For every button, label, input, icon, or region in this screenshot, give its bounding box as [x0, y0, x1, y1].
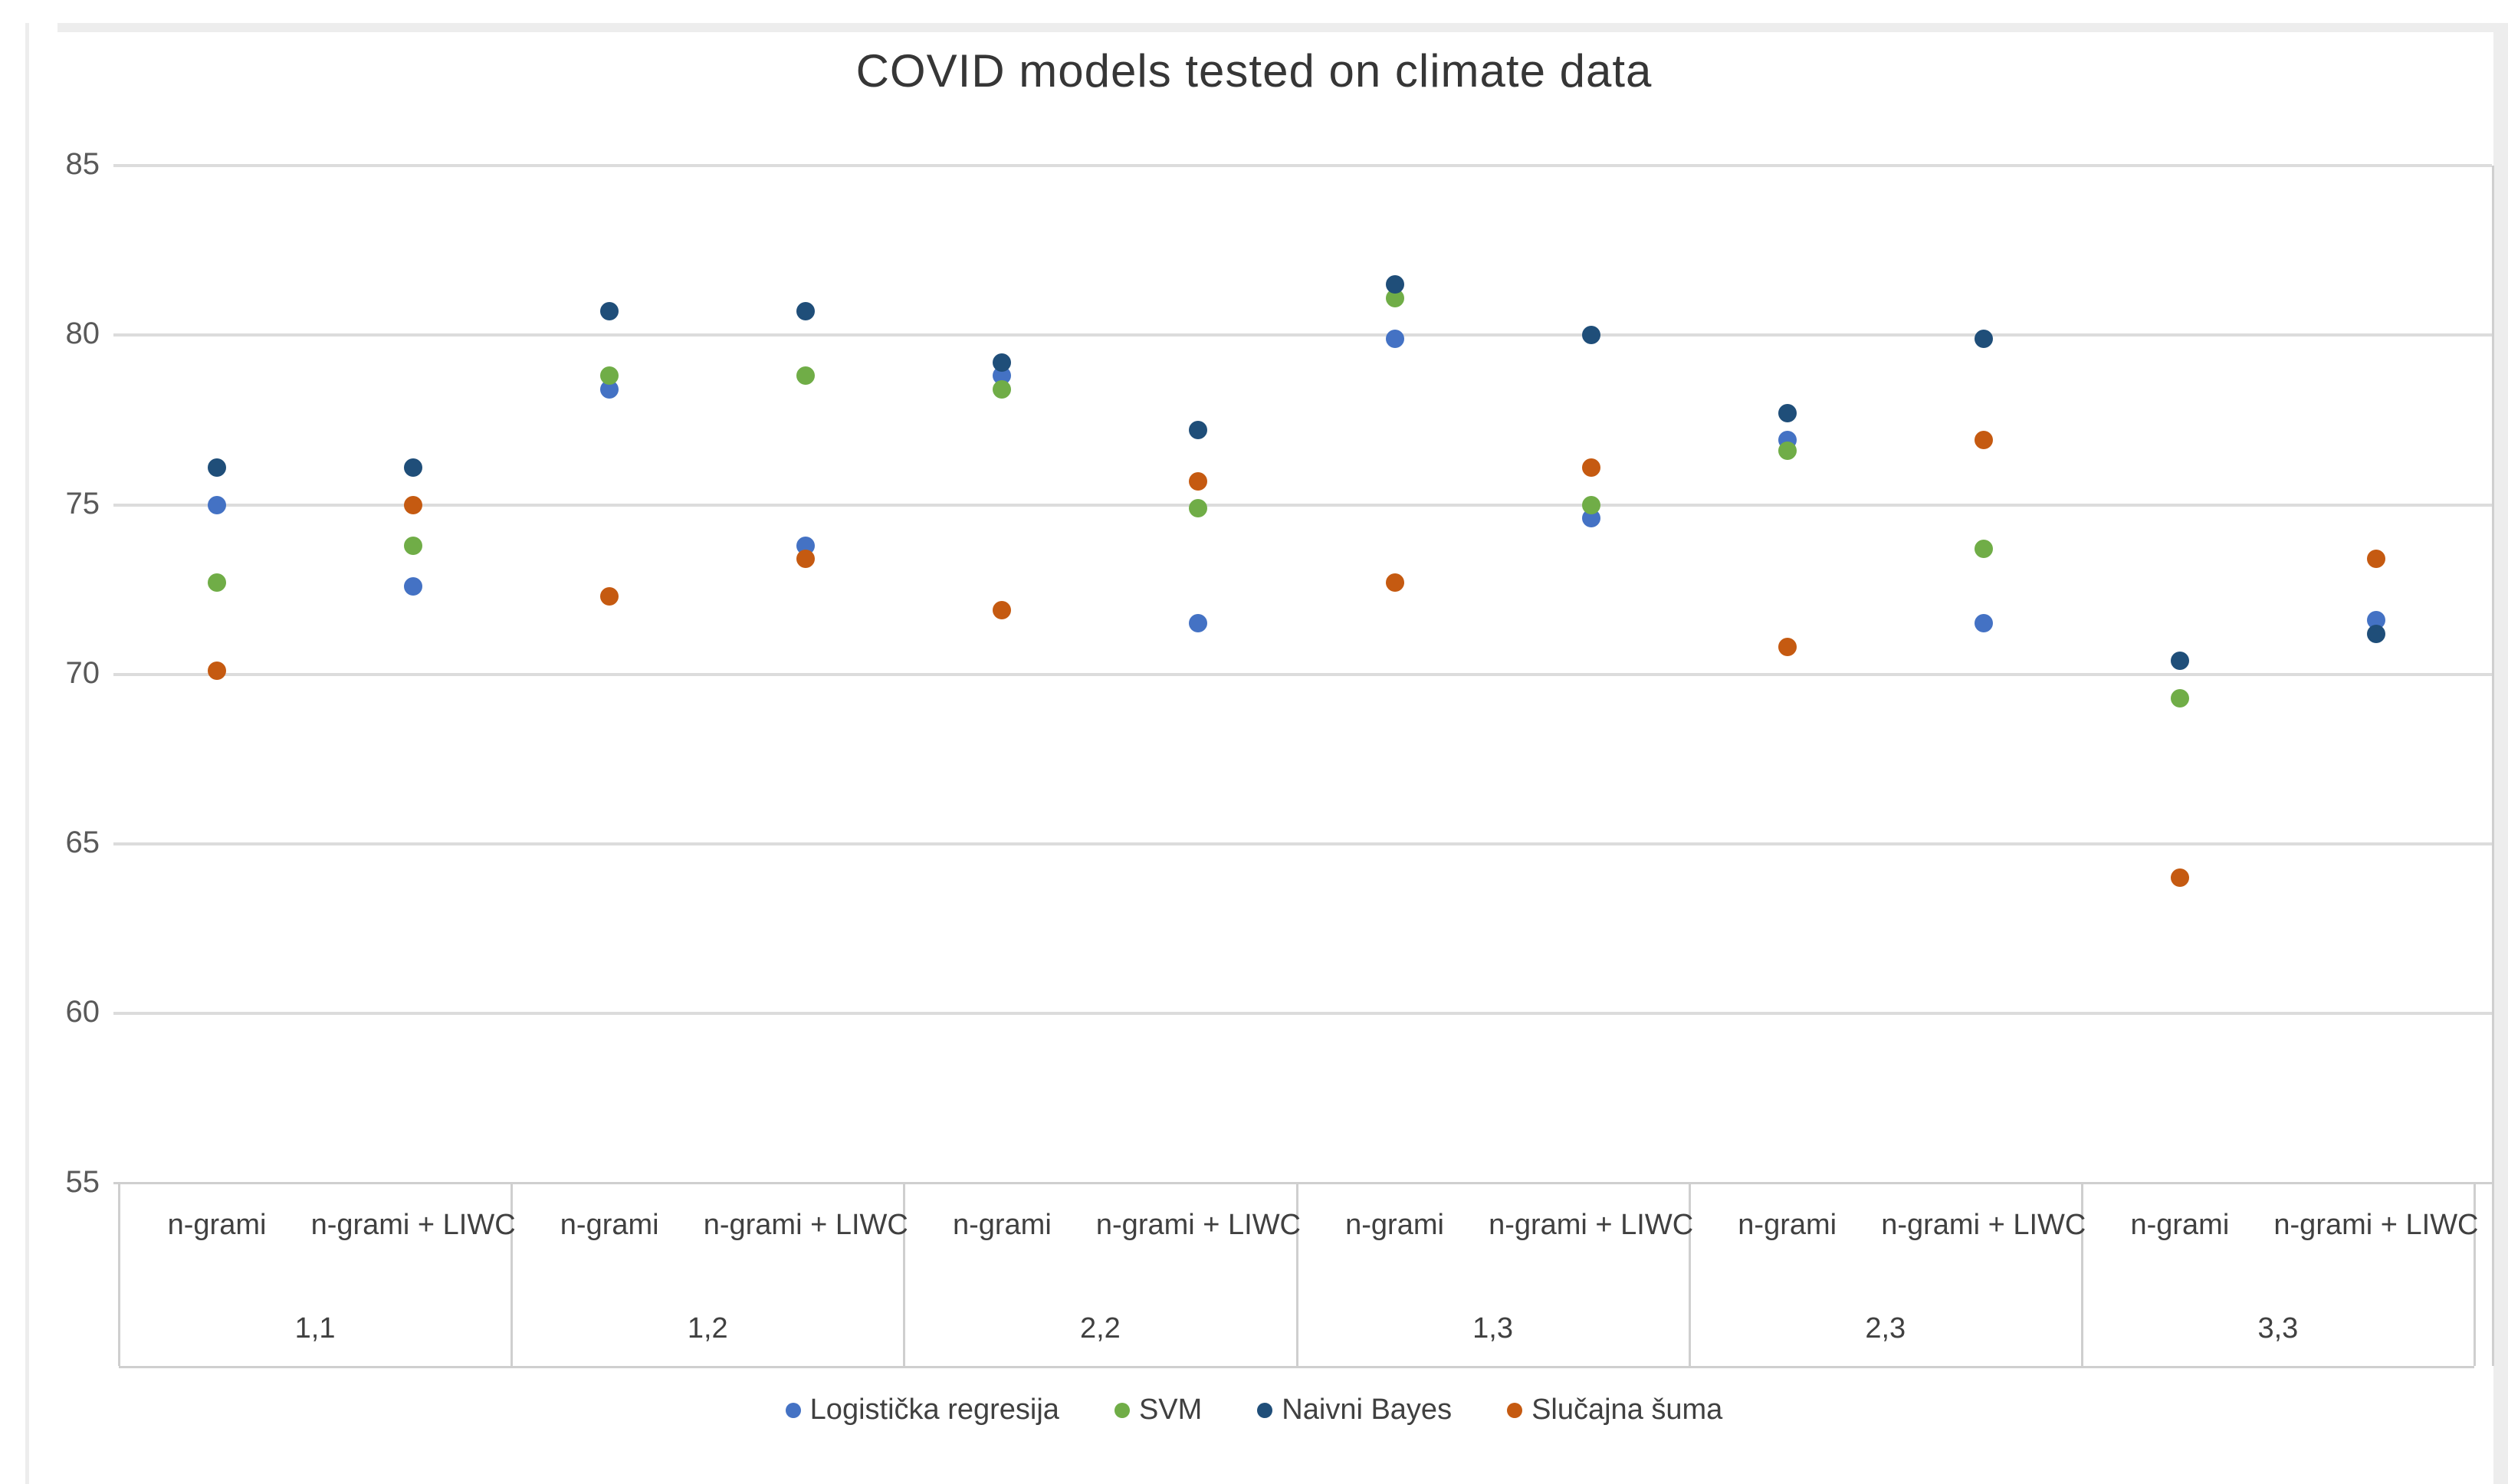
x-axis-category-label: n-grami [167, 1209, 267, 1241]
x-axis-category-label: n-grami [560, 1209, 659, 1241]
data-point [1581, 458, 1600, 477]
data-point [1581, 495, 1600, 514]
data-point [1974, 614, 1993, 633]
data-point [2170, 868, 2189, 888]
window-edge-top [57, 23, 2508, 32]
data-point [1974, 431, 1993, 450]
legend-item: Slučajna šuma [1507, 1394, 1722, 1427]
axis-table-bottom-border [119, 1366, 2474, 1368]
legend-item: Logistička regresija [785, 1394, 1059, 1427]
gridline [113, 333, 2492, 337]
group-divider [510, 1184, 514, 1366]
data-point [1385, 573, 1404, 593]
data-point [600, 366, 619, 386]
legend-marker-icon [1114, 1402, 1130, 1418]
data-point [1385, 329, 1404, 348]
data-point [796, 550, 816, 569]
data-point [404, 536, 423, 555]
legend-label: Slučajna šuma [1531, 1394, 1723, 1426]
window-edge-right [2493, 23, 2508, 1484]
group-divider [2474, 1184, 2476, 1366]
x-axis-category-label: n-grami + LIWC [1489, 1209, 1694, 1241]
legend: Logistička regresija SVM Naivni Bayes Sluča… [0, 1394, 2508, 1427]
legend-item: Naivni Bayes [1257, 1394, 1452, 1427]
y-axis-tick-label: 60 [65, 995, 100, 1029]
legend-item: SVM [1114, 1394, 1202, 1427]
y-axis-tick-label: 70 [65, 655, 100, 690]
y-axis-tick-label: 55 [65, 1164, 100, 1199]
data-point [208, 495, 227, 514]
data-point [1385, 274, 1404, 294]
x-axis-group-label: 2,3 [1865, 1312, 1906, 1344]
y-axis-tick-label: 65 [65, 826, 100, 859]
data-point [1974, 329, 1993, 348]
chart-title: COVID models tested on climate data [855, 45, 1653, 97]
gridline [113, 164, 2492, 167]
x-axis-category-label: n-grami + LIWC [1095, 1209, 1302, 1241]
x-axis-group-label: 3,3 [2257, 1312, 2299, 1344]
data-point [404, 576, 423, 596]
data-point [404, 458, 423, 477]
data-point [1974, 540, 1993, 559]
data-point [796, 366, 816, 386]
data-point [208, 662, 227, 681]
legend-label: Logistička regresija [809, 1394, 1059, 1426]
axis-table-top-border [113, 1182, 2492, 1184]
group-divider [118, 1184, 120, 1366]
legend-label: SVM [1138, 1394, 1203, 1426]
data-point [993, 600, 1012, 619]
data-point [1778, 638, 1797, 657]
group-divider [1688, 1184, 1691, 1366]
data-point [1581, 326, 1600, 345]
data-point [1189, 498, 1208, 517]
legend-marker-icon [1507, 1402, 1523, 1418]
group-divider [1295, 1184, 1298, 1366]
group-divider [903, 1184, 906, 1366]
data-point [404, 495, 423, 514]
x-axis-category-label: n-grami + LIWC [310, 1209, 516, 1241]
plot-right-border [2492, 166, 2494, 1366]
x-axis-category-label: n-grami + LIWC [703, 1209, 908, 1241]
window-edge-left [25, 23, 29, 1484]
gridline [113, 672, 2492, 676]
x-axis-category-label: n-grami [1738, 1209, 1837, 1241]
x-axis-group-label: 1,3 [1472, 1312, 1513, 1344]
data-point [2170, 688, 2189, 708]
data-point [1189, 614, 1208, 633]
gridline [113, 1012, 2492, 1016]
data-point [1778, 441, 1797, 460]
data-point [208, 573, 227, 593]
x-axis-category-label: n-grami [2130, 1209, 2230, 1241]
data-point [2170, 652, 2189, 671]
data-point [2366, 624, 2385, 643]
group-divider [2080, 1184, 2083, 1366]
legend-label: Naivni Bayes [1282, 1394, 1453, 1426]
y-axis-tick-label: 80 [65, 317, 100, 351]
gridline [113, 503, 2492, 507]
y-axis-tick-label: 75 [65, 486, 100, 520]
data-point [1189, 421, 1208, 440]
data-point [993, 380, 1012, 399]
gridline [113, 842, 2492, 845]
x-axis-category-label: n-grami [952, 1209, 1052, 1241]
y-axis-tick-label: 85 [65, 147, 100, 181]
x-axis-category-label: n-grami [1345, 1209, 1444, 1241]
legend-marker-icon [1257, 1402, 1273, 1418]
data-point [993, 353, 1012, 372]
data-point [208, 458, 227, 477]
x-axis-group-label: 2,2 [1079, 1312, 1121, 1344]
data-point [600, 302, 619, 321]
data-point [796, 302, 816, 321]
legend-marker-icon [785, 1402, 801, 1418]
x-axis-category-label: n-grami + LIWC [1881, 1209, 2086, 1241]
x-axis-group-label: 1,2 [687, 1312, 728, 1344]
data-point [1778, 404, 1797, 423]
x-axis-category-label: n-grami + LIWC [2273, 1209, 2479, 1241]
x-axis-group-label: 1,1 [294, 1312, 336, 1344]
data-point [600, 586, 619, 606]
data-point [1189, 471, 1208, 491]
data-point [2366, 550, 2385, 569]
